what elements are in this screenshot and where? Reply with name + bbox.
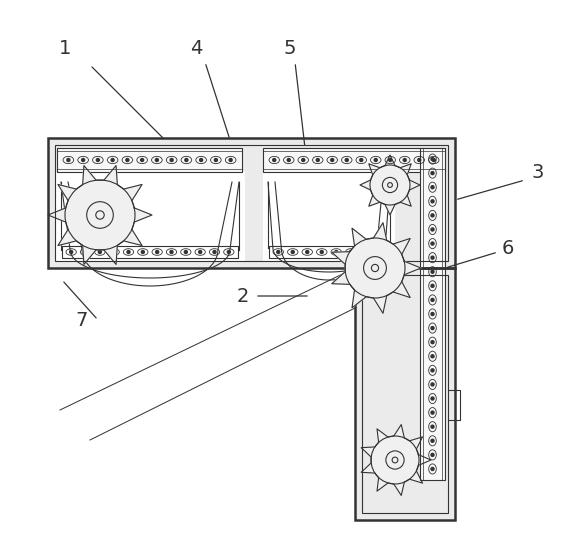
Polygon shape [360, 155, 420, 215]
Circle shape [273, 159, 276, 161]
Text: 4: 4 [190, 39, 202, 57]
Circle shape [65, 180, 135, 250]
Circle shape [111, 159, 114, 161]
Bar [263, 172, 395, 260]
Circle shape [306, 250, 309, 254]
Circle shape [431, 299, 434, 301]
Bar [48, 138, 455, 268]
Text: 5: 5 [283, 39, 296, 57]
Circle shape [431, 326, 434, 330]
Circle shape [170, 159, 173, 161]
Polygon shape [48, 166, 152, 264]
Circle shape [331, 159, 334, 161]
Circle shape [113, 250, 116, 254]
Circle shape [97, 159, 99, 161]
Circle shape [389, 159, 392, 161]
Bar [269, 246, 389, 258]
Circle shape [292, 250, 294, 254]
Circle shape [403, 159, 407, 161]
Circle shape [277, 250, 280, 254]
Bar [263, 172, 355, 261]
Circle shape [349, 250, 352, 254]
Circle shape [431, 440, 434, 442]
Circle shape [431, 411, 434, 414]
Circle shape [227, 250, 231, 254]
Circle shape [431, 453, 434, 456]
Circle shape [141, 250, 144, 254]
Circle shape [185, 159, 188, 161]
Circle shape [431, 256, 434, 259]
Circle shape [199, 250, 202, 254]
Circle shape [370, 165, 410, 205]
Circle shape [214, 159, 217, 161]
Circle shape [431, 242, 434, 245]
Circle shape [431, 397, 434, 400]
Circle shape [431, 185, 434, 189]
Bar [355, 268, 455, 520]
Circle shape [345, 159, 348, 161]
Text: 6: 6 [502, 239, 514, 257]
Circle shape [418, 159, 421, 161]
Text: 3: 3 [532, 162, 544, 182]
Circle shape [431, 172, 434, 175]
Circle shape [431, 341, 434, 344]
Bar [263, 148, 445, 172]
Text: 7: 7 [76, 310, 88, 330]
Circle shape [141, 159, 144, 161]
Circle shape [170, 250, 173, 254]
Circle shape [378, 250, 381, 254]
Circle shape [345, 238, 405, 298]
Circle shape [67, 159, 70, 161]
Circle shape [431, 158, 434, 161]
Circle shape [302, 159, 305, 161]
Circle shape [98, 250, 101, 254]
Circle shape [200, 159, 202, 161]
Bar [62, 246, 238, 258]
Circle shape [126, 159, 129, 161]
Circle shape [374, 159, 377, 161]
Circle shape [431, 355, 434, 358]
Polygon shape [332, 222, 421, 314]
Circle shape [360, 159, 363, 161]
Circle shape [371, 436, 419, 484]
Bar [420, 148, 445, 480]
Circle shape [316, 159, 319, 161]
Bar [362, 275, 448, 513]
Text: 1: 1 [59, 39, 71, 57]
Text: 2: 2 [237, 287, 249, 306]
Circle shape [288, 159, 290, 161]
Circle shape [127, 250, 130, 254]
Circle shape [82, 159, 85, 161]
Bar [355, 268, 455, 520]
Bar [57, 148, 242, 172]
Circle shape [431, 383, 434, 386]
Bar [55, 145, 448, 261]
Polygon shape [361, 425, 431, 495]
Circle shape [320, 250, 323, 254]
Circle shape [431, 369, 434, 372]
Circle shape [431, 200, 434, 203]
Circle shape [155, 159, 158, 161]
Circle shape [431, 214, 434, 217]
Bar [56, 172, 244, 260]
Circle shape [431, 284, 434, 287]
Circle shape [431, 467, 434, 471]
Circle shape [213, 250, 216, 254]
Circle shape [431, 270, 434, 273]
Circle shape [229, 159, 232, 161]
Circle shape [335, 250, 338, 254]
Circle shape [432, 159, 435, 161]
Circle shape [364, 250, 367, 254]
Circle shape [156, 250, 159, 254]
Circle shape [431, 228, 434, 231]
Bar [48, 138, 455, 268]
Circle shape [431, 425, 434, 428]
Bar [355, 138, 455, 268]
Circle shape [70, 250, 72, 254]
Circle shape [84, 250, 87, 254]
Bar [56, 172, 245, 261]
Circle shape [431, 312, 434, 316]
Circle shape [185, 250, 187, 254]
